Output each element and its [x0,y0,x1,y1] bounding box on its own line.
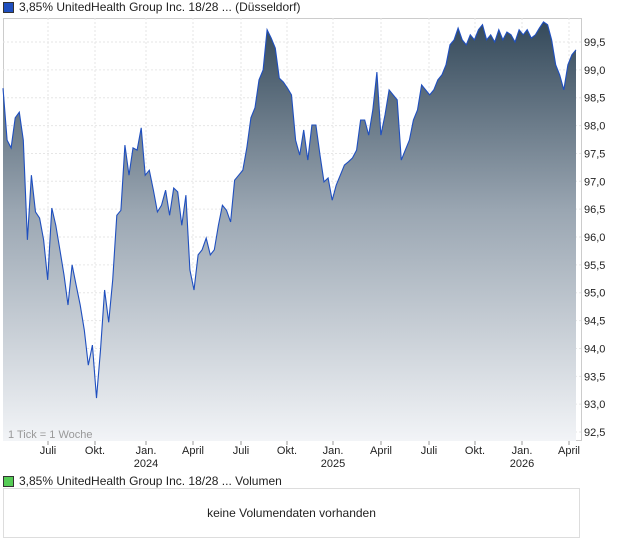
x-tick-label: Juli [421,445,438,457]
x-tick-label: Juli [40,445,57,457]
legend-swatch-price [3,1,14,13]
y-tick-label: 97,5 [584,148,605,160]
y-tick-label: 98,5 [584,93,605,105]
y-tick-label: 99,5 [584,37,605,49]
x-tick-label: Okt. [465,445,485,457]
volume-panel: keine Volumendaten vorhanden [3,488,580,538]
x-tick-label: Okt. [85,445,105,457]
x-tick-label: April [370,445,392,457]
legend-volume: 3,85% UnitedHealth Group Inc. 18/28 ... … [3,474,282,488]
legend-price: 3,85% UnitedHealth Group Inc. 18/28 ... … [3,0,300,14]
y-tick-label: 99,0 [584,65,605,77]
y-tick-label: 92,5 [584,427,605,439]
x-tick-label: April [182,445,204,457]
x-tick-label: Jan. [136,445,157,457]
x-tick-label: Jan. [512,445,533,457]
x-tick-label: Jan. [323,445,344,457]
y-tick-label: 95,5 [584,260,605,272]
y-tick-label: 97,0 [584,176,605,188]
x-tick-label: April [558,445,580,457]
x-tick-year: 2026 [510,458,534,470]
y-tick-label: 95,0 [584,288,605,300]
y-tick-label: 98,0 [584,121,605,133]
legend-price-label: 3,85% UnitedHealth Group Inc. 18/28 ... … [19,0,301,14]
y-tick-label: 96,0 [584,232,605,244]
y-tick-label: 93,0 [584,399,605,411]
price-chart: 1 Tick = 1 Woche 92,5 93,0 93,5 94,0 94,5 95,… [2,18,605,470]
legend-volume-label: 3,85% UnitedHealth Group Inc. 18/28 ... … [19,474,282,488]
legend-swatch-volume [3,475,14,487]
y-tick-label: 93,5 [584,371,605,383]
x-tick-year: 2025 [321,458,345,470]
x-tick-year: 2024 [134,458,158,470]
x-tick-label: Okt. [277,445,297,457]
price-line [2,21,577,399]
y-tick-label: 94,5 [584,316,605,328]
volume-empty-message: keine Volumendaten vorhanden [207,506,376,520]
tick-note: 1 Tick = 1 Woche [8,429,92,441]
x-tick-label: Juli [233,445,250,457]
price-area [3,21,576,442]
y-tick-label: 94,0 [584,343,605,355]
y-tick-label: 96,5 [584,204,605,216]
